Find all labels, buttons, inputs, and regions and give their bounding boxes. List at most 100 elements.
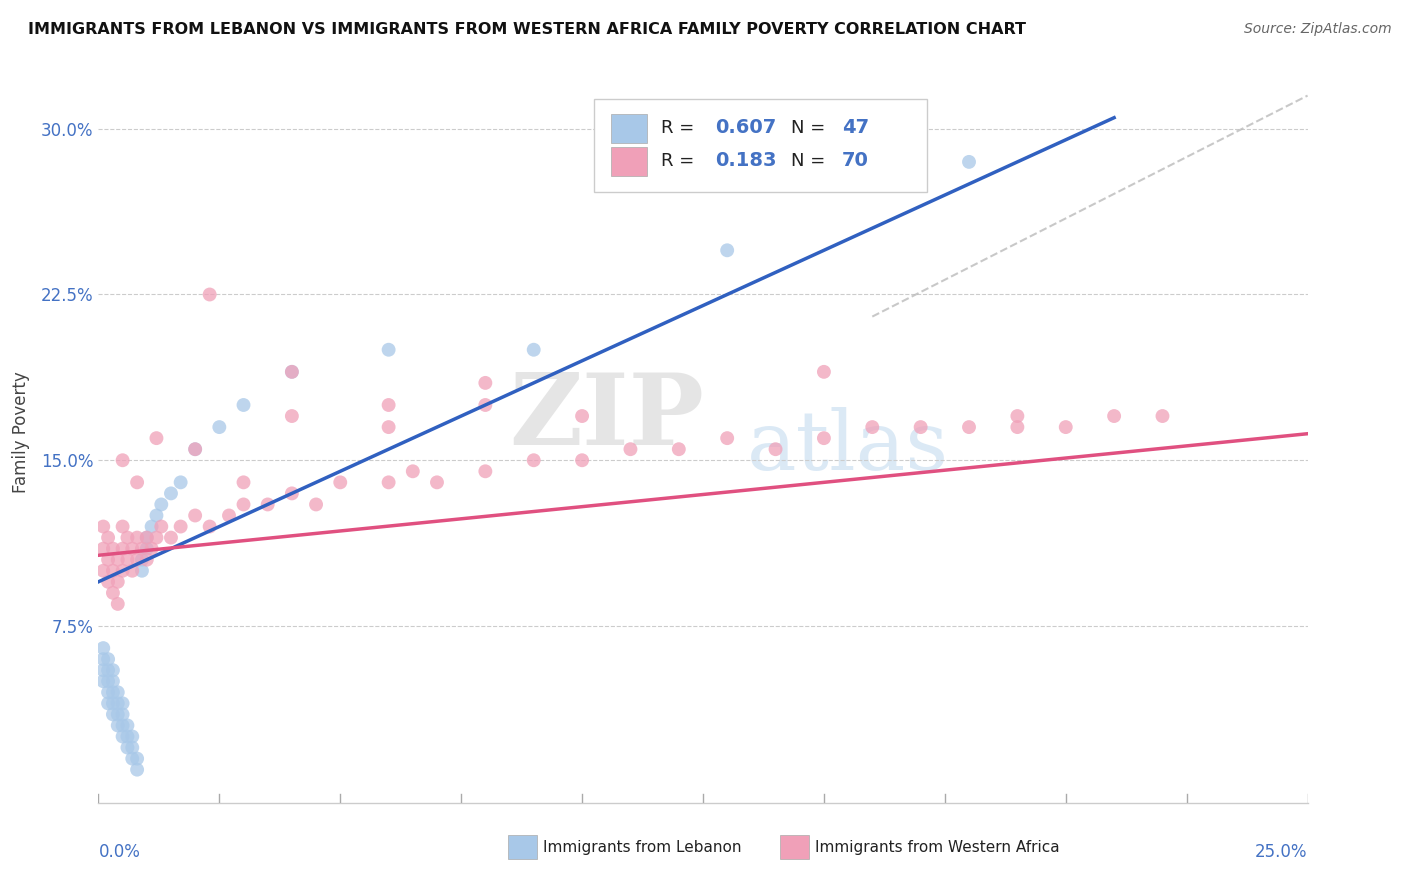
FancyBboxPatch shape — [595, 99, 927, 192]
Point — [135, 541, 157, 556]
Point — [117, 718, 139, 732]
Point — [571, 453, 593, 467]
Text: 0.183: 0.183 — [716, 152, 776, 170]
Point — [117, 730, 139, 744]
Point — [101, 663, 124, 677]
Point — [426, 475, 449, 490]
Point — [256, 498, 278, 512]
Point — [145, 531, 167, 545]
Text: 25.0%: 25.0% — [1256, 843, 1308, 861]
Point — [91, 652, 114, 666]
Point — [198, 287, 221, 301]
Text: ZIP: ZIP — [509, 369, 704, 467]
Point — [1102, 409, 1125, 423]
Point — [169, 519, 191, 533]
Point — [97, 663, 120, 677]
Point — [474, 464, 496, 478]
Point — [127, 531, 149, 545]
Text: atlas: atlas — [747, 408, 949, 487]
Point — [111, 730, 134, 744]
Text: Immigrants from Lebanon: Immigrants from Lebanon — [543, 839, 742, 855]
Point — [127, 751, 149, 765]
Point — [97, 574, 120, 589]
Point — [184, 442, 207, 457]
Point — [111, 453, 134, 467]
Point — [117, 740, 139, 755]
Point — [97, 652, 120, 666]
Point — [111, 707, 134, 722]
Point — [91, 519, 114, 533]
Point — [117, 531, 139, 545]
Point — [91, 564, 114, 578]
FancyBboxPatch shape — [780, 836, 810, 859]
Point — [111, 697, 134, 711]
Point — [127, 552, 149, 566]
Point — [107, 697, 129, 711]
FancyBboxPatch shape — [612, 147, 647, 177]
Point — [145, 508, 167, 523]
Point — [813, 365, 835, 379]
Point — [160, 486, 183, 500]
Text: N =: N = — [792, 152, 831, 169]
Point — [813, 431, 835, 445]
Point — [101, 685, 124, 699]
Point — [131, 564, 153, 578]
Point — [150, 498, 173, 512]
Point — [169, 475, 191, 490]
Point — [1152, 409, 1174, 423]
Point — [121, 564, 143, 578]
Text: IMMIGRANTS FROM LEBANON VS IMMIGRANTS FROM WESTERN AFRICA FAMILY POVERTY CORRELA: IMMIGRANTS FROM LEBANON VS IMMIGRANTS FR… — [28, 22, 1026, 37]
Point — [127, 475, 149, 490]
Point — [474, 376, 496, 390]
Point — [91, 541, 114, 556]
Point — [1054, 420, 1077, 434]
FancyBboxPatch shape — [509, 836, 537, 859]
Point — [281, 486, 304, 500]
Point — [91, 674, 114, 689]
Point — [121, 740, 143, 755]
Text: R =: R = — [661, 119, 700, 136]
Point — [860, 420, 883, 434]
Point — [716, 244, 738, 258]
Point — [208, 420, 231, 434]
Point — [107, 552, 129, 566]
Point — [1007, 409, 1029, 423]
Point — [97, 674, 120, 689]
Point — [117, 552, 139, 566]
Y-axis label: Family Poverty: Family Poverty — [11, 372, 30, 493]
Point — [765, 442, 787, 457]
Text: 0.607: 0.607 — [716, 118, 776, 137]
Point — [101, 586, 124, 600]
Point — [135, 552, 157, 566]
Point — [377, 343, 399, 357]
Point — [957, 154, 980, 169]
Point — [1007, 420, 1029, 434]
Text: Source: ZipAtlas.com: Source: ZipAtlas.com — [1244, 22, 1392, 37]
Point — [97, 531, 120, 545]
Point — [218, 508, 240, 523]
Point — [232, 398, 254, 412]
Point — [668, 442, 690, 457]
Point — [184, 442, 207, 457]
Point — [184, 508, 207, 523]
Point — [619, 442, 641, 457]
Point — [377, 475, 399, 490]
Point — [101, 707, 124, 722]
Point — [377, 398, 399, 412]
Point — [101, 541, 124, 556]
Point — [101, 674, 124, 689]
Point — [97, 697, 120, 711]
Point — [281, 409, 304, 423]
Point — [111, 718, 134, 732]
Point — [198, 519, 221, 533]
Point — [111, 519, 134, 533]
Text: N =: N = — [792, 119, 831, 136]
Point — [329, 475, 352, 490]
Point — [232, 498, 254, 512]
Point — [121, 751, 143, 765]
Point — [571, 409, 593, 423]
Point — [135, 531, 157, 545]
Point — [523, 343, 546, 357]
Point — [150, 519, 173, 533]
Point — [281, 365, 304, 379]
